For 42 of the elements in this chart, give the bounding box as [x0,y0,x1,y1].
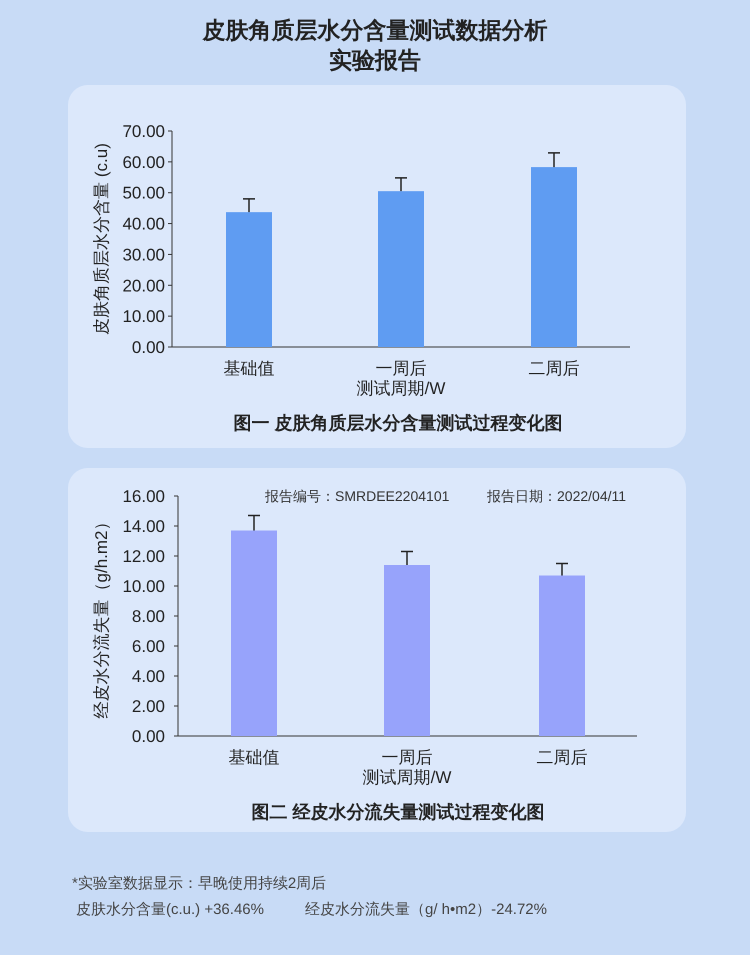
text: 经皮水分流失量（g/ h•m2）-24.72% [305,901,547,918]
text: 皮肤水分含量(c.u.) +36.46% [76,901,264,918]
y-tick-label: 0.00 [132,338,165,357]
y-tick-label: 10.00 [122,307,165,326]
y-axis-title: 皮肤角质层水分含量 (c.u) [92,143,111,335]
annotation: 报告日期：2022/04/11 [486,488,626,504]
bar [531,167,577,347]
y-tick-label: 16.00 [122,487,165,506]
x-tick-label: 一周后 [376,359,426,378]
text: *实验室数据显示：早晚使用持续2周后 [72,875,326,892]
y-tick-label: 50.00 [122,184,165,203]
y-tick-label: 12.00 [122,547,165,566]
bar [231,530,277,736]
y-axis-title: 经皮水分流失量（g/h.m2） [92,514,111,718]
bar [378,191,424,347]
text: 实验报告 [329,47,421,73]
x-tick-label: 基础值 [228,748,280,767]
bar [226,212,272,347]
x-tick-label: 基础值 [224,359,274,378]
text: 图一 皮肤角质层水分含量测试过程变化图 [233,413,563,433]
x-tick-label: 二周后 [528,359,580,378]
y-tick-label: 8.00 [132,607,165,626]
y-tick-label: 70.00 [122,122,165,141]
x-axis-title: 测试周期/W [356,379,446,398]
x-tick-label: 二周后 [536,748,588,767]
y-tick-label: 10.00 [122,577,165,596]
y-tick-label: 30.00 [122,245,165,264]
text: 图二 经皮水分流失量测试过程变化图 [251,802,545,822]
y-tick-label: 20.00 [122,276,165,296]
x-tick-label: 一周后 [382,748,432,767]
bar [384,565,430,736]
y-tick-label: 40.00 [122,214,165,234]
y-tick-label: 2.00 [132,697,165,716]
y-tick-label: 6.00 [132,637,165,656]
y-tick-label: 4.00 [132,667,165,686]
annotation: 报告编号：SMRDEE2204101 [264,488,450,504]
bar [539,576,585,736]
y-tick-label: 14.00 [122,517,165,536]
text: 皮肤角质层水分含量测试数据分析 [202,17,548,43]
x-axis-title: 测试周期/W [362,768,452,787]
y-tick-label: 60.00 [122,152,165,172]
y-tick-label: 0.00 [132,727,165,746]
